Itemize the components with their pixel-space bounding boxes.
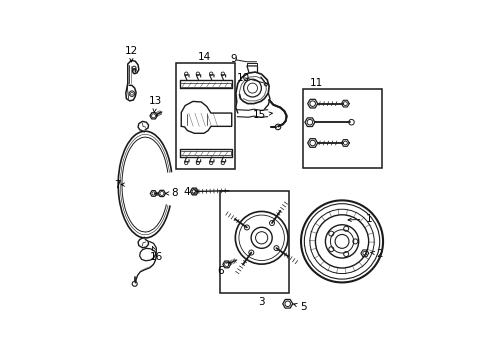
Text: 8: 8: [166, 188, 178, 198]
Text: 5: 5: [294, 302, 307, 312]
Text: 6: 6: [217, 262, 230, 275]
Bar: [220, 191, 289, 293]
Text: 16: 16: [150, 246, 163, 262]
Text: 14: 14: [197, 51, 211, 62]
Bar: [176, 63, 235, 169]
Text: 1: 1: [348, 214, 372, 224]
Text: 7: 7: [114, 180, 121, 190]
Text: 3: 3: [258, 297, 265, 307]
Text: 2: 2: [371, 249, 383, 259]
Text: 15: 15: [253, 110, 272, 120]
Text: 11: 11: [310, 78, 323, 89]
Text: 9: 9: [231, 54, 237, 64]
Text: 13: 13: [149, 96, 162, 112]
Text: 4: 4: [183, 186, 197, 197]
Text: 10: 10: [237, 73, 250, 83]
Text: 12: 12: [125, 46, 138, 62]
Bar: [303, 90, 382, 168]
